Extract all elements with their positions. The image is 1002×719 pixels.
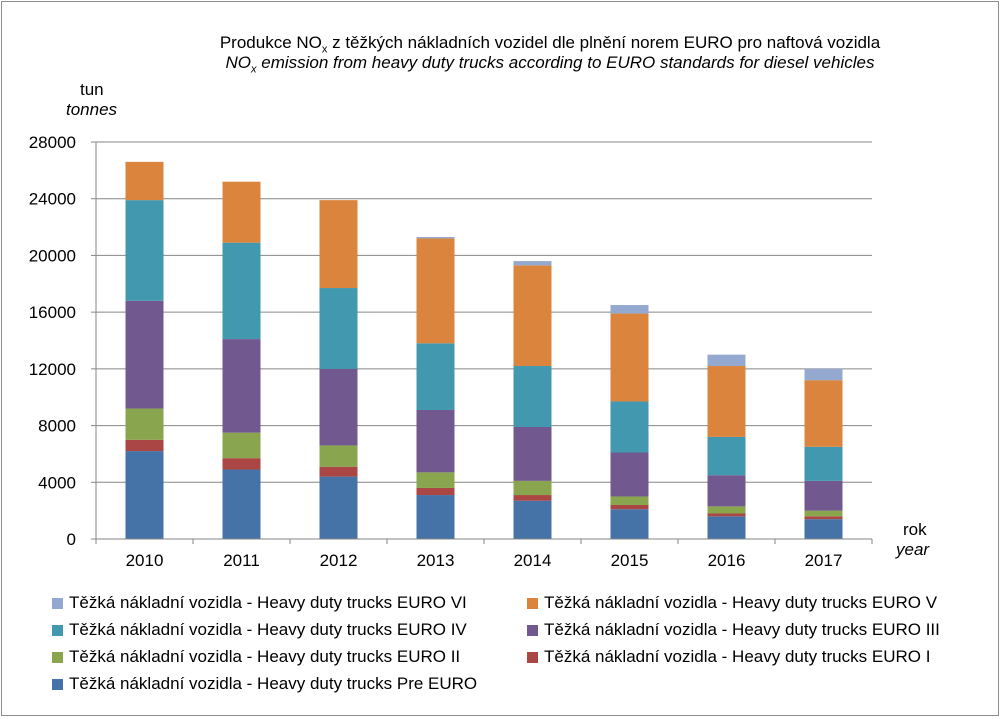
bar-segment [222, 181, 261, 243]
bar-segment [319, 476, 358, 539]
bar-segment [319, 288, 358, 369]
bar-segment [707, 475, 746, 507]
bar-segment [513, 500, 552, 539]
legend-label: Těžká nákladní vozidla - Heavy duty truc… [544, 620, 940, 639]
chart-title-en: NOx emission from heavy duty trucks acco… [225, 53, 875, 76]
bar-segment [416, 238, 455, 344]
bar-segment [125, 161, 164, 201]
bar-segment [804, 380, 843, 447]
legend-item: Těžká nákladní vozidla - Heavy duty truc… [52, 620, 467, 640]
bar-segment [125, 408, 164, 440]
bar-segment [513, 495, 552, 501]
x-tick-label: 2012 [320, 551, 358, 570]
legend-label: Těžká nákladní vozidla - Heavy duty truc… [544, 647, 931, 666]
bar-segment [125, 200, 164, 301]
x-axis-label-en: year [896, 540, 930, 559]
x-tick-label: 2016 [708, 551, 746, 570]
legend-swatch [52, 597, 63, 609]
bar-segment [707, 366, 746, 437]
bar-segment [513, 366, 552, 427]
bar-segment [513, 426, 552, 481]
bar-segment [125, 451, 164, 539]
legend-label: Těžká nákladní vozidla - Heavy duty truc… [69, 593, 467, 612]
bar-segment [610, 305, 649, 314]
x-tick-label: 2013 [417, 551, 455, 570]
bar-segment [707, 506, 746, 514]
bar-segment [707, 513, 746, 517]
bar-segment [804, 519, 843, 539]
bar-segment [804, 510, 843, 517]
bar-segment [222, 469, 261, 539]
x-tick-label: 2017 [805, 551, 843, 570]
legend-swatch [527, 624, 538, 636]
bar-segment [319, 466, 358, 477]
legend-item: Těžká nákladní vozidla - Heavy duty truc… [527, 647, 930, 667]
bar-segment [610, 509, 649, 539]
y-tick-label: 24000 [29, 190, 76, 209]
bar-segment [416, 472, 455, 488]
bar-segment [610, 496, 649, 505]
legend-swatch [527, 597, 538, 609]
bar-segment [416, 487, 455, 496]
y-tick-label: 16000 [29, 303, 76, 322]
y-tick-label: 0 [67, 530, 76, 549]
bar-segment [222, 458, 261, 470]
x-tick-label: 2014 [514, 551, 552, 570]
y-tick-label: 8000 [38, 417, 76, 436]
legend-swatch [52, 651, 63, 663]
y-tick-label: 12000 [29, 360, 76, 379]
bar-segment [610, 452, 649, 497]
bar-segment [513, 265, 552, 367]
chart-title-cz: Produkce NOx z těžkých nákladních vozide… [219, 33, 881, 56]
bar-segment [610, 504, 649, 510]
bar-segment [222, 339, 261, 433]
bar-segment [707, 516, 746, 539]
legend-label: Těžká nákladní vozidla - Heavy duty truc… [69, 620, 467, 639]
bar-segment [319, 368, 358, 446]
bar-segment [804, 446, 843, 481]
bar-segment [222, 242, 261, 340]
bar-segment [125, 439, 164, 452]
bar-segment [319, 445, 358, 467]
bar-segment [513, 480, 552, 496]
x-tick-label: 2010 [126, 551, 164, 570]
bar-segment [610, 313, 649, 402]
y-tick-label: 20000 [29, 246, 76, 265]
bar-segment [707, 354, 746, 367]
legend-item: Těžká nákladní vozidla - Heavy duty truc… [52, 593, 467, 613]
bar-segment [804, 480, 843, 511]
x-tick-label: 2015 [611, 551, 649, 570]
bar-segment [707, 436, 746, 476]
bar-segment [416, 495, 455, 539]
bar-segment [125, 300, 164, 409]
bar-segment [416, 409, 455, 473]
x-axis-label-cz: rok [903, 520, 927, 539]
bar-segment [804, 368, 843, 381]
y-axis-label-en: tonnes [66, 100, 118, 119]
y-tick-label: 28000 [29, 133, 76, 152]
bar-segment [416, 236, 455, 239]
bar-segment [319, 200, 358, 289]
bar-segment [416, 343, 455, 410]
legend-label: Těžká nákladní vozidla - Heavy duty truc… [544, 593, 938, 612]
legend-label: Těžká nákladní vozidla - Heavy duty truc… [69, 647, 461, 666]
bar-segment [804, 516, 843, 520]
y-axis-label-cz: tun [80, 80, 104, 99]
legend-item: Těžká nákladní vozidla - Heavy duty truc… [527, 593, 937, 613]
legend-swatch [52, 624, 63, 636]
legend-item: Těžká nákladní vozidla - Heavy duty truc… [52, 674, 477, 694]
x-tick-label: 2011 [223, 551, 260, 570]
bar-segment [610, 401, 649, 453]
bar-segment [222, 432, 261, 459]
bar-segment [513, 261, 552, 266]
legend-swatch [52, 678, 63, 690]
legend-label: Těžká nákladní vozidla - Heavy duty truc… [69, 674, 478, 693]
legend-swatch [527, 651, 538, 663]
legend-item: Těžká nákladní vozidla - Heavy duty truc… [52, 647, 460, 667]
y-tick-label: 4000 [38, 473, 76, 492]
legend-item: Těžká nákladní vozidla - Heavy duty truc… [527, 620, 940, 640]
